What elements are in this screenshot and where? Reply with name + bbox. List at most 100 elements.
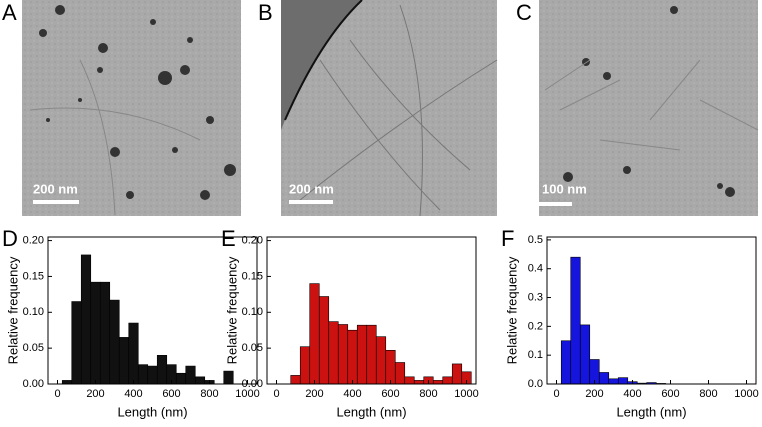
x-axis-label: Length (nm) <box>117 404 187 419</box>
bar <box>608 378 619 385</box>
fibrils <box>544 59 759 151</box>
bar <box>109 299 120 385</box>
y-tick-label: 0.20 <box>23 234 44 246</box>
y-tick-label: 0.15 <box>23 270 44 282</box>
bar <box>442 376 453 385</box>
scale-label: 100 nm <box>542 181 587 196</box>
y-tick-label: 0.3 <box>528 291 543 303</box>
x-tick-label: 800 <box>419 388 437 400</box>
x-tick-label: 800 <box>200 388 218 400</box>
bar <box>175 372 187 385</box>
scale-bar <box>33 200 79 204</box>
bar <box>128 322 139 385</box>
bar <box>99 281 111 385</box>
panel-label: C <box>516 0 532 25</box>
bar <box>147 365 158 385</box>
bar <box>432 380 444 385</box>
y-tick-label: 0.0 <box>528 378 543 390</box>
bar <box>560 340 572 385</box>
x-tick-label: 1000 <box>235 388 259 400</box>
x-tick-label: 1000 <box>454 388 478 400</box>
bar <box>413 380 425 385</box>
bar <box>71 301 82 385</box>
y-tick-label: 0.4 <box>528 263 543 275</box>
x-axis-label: Length (nm) <box>336 404 406 419</box>
y-tick-label: 0.20 <box>242 234 263 246</box>
carbon-edge <box>281 0 362 130</box>
y-tick-label: 0.5 <box>528 234 543 246</box>
y-tick-label: 0.10 <box>23 306 44 318</box>
x-tick-label: 400 <box>124 388 142 400</box>
bar <box>137 364 149 385</box>
y-axis-label: Relative frequency <box>5 256 20 364</box>
x-tick-label: 400 <box>623 388 641 400</box>
bar <box>451 363 463 385</box>
bar <box>318 296 330 385</box>
bar <box>337 324 349 385</box>
y-axis-label: Relative frequency <box>504 256 519 364</box>
bar <box>61 380 73 385</box>
bar <box>570 256 581 385</box>
bar <box>118 337 130 385</box>
scale-label: 200 nm <box>33 181 78 196</box>
particles <box>563 6 735 197</box>
x-tick-label: 200 <box>585 388 603 400</box>
scale-bar <box>289 200 333 204</box>
x-tick-label: 600 <box>661 388 679 400</box>
x-tick-label: 600 <box>162 388 180 400</box>
x-tick-label: 600 <box>381 388 399 400</box>
bar <box>185 365 196 385</box>
bar <box>385 349 396 385</box>
y-tick-label: 0.05 <box>242 342 263 354</box>
x-tick-label: 0 <box>273 388 279 400</box>
micrograph: 200 nm <box>22 0 241 216</box>
bar <box>80 254 92 385</box>
bar <box>299 346 311 385</box>
y-tick-label: 0.15 <box>242 270 263 282</box>
bar <box>617 377 629 385</box>
bar <box>156 355 168 385</box>
panel-label: A <box>2 0 17 25</box>
bar <box>290 375 301 385</box>
bar <box>90 281 101 385</box>
bar <box>366 324 377 385</box>
y-axis-label: Relative frequency <box>224 256 239 364</box>
panel-label: B <box>258 0 273 25</box>
bar <box>347 329 358 385</box>
x-tick-label: 200 <box>305 388 323 400</box>
bar <box>579 324 591 385</box>
image-c <box>539 0 758 216</box>
bar <box>223 370 234 385</box>
scale-label: 200 nm <box>289 181 334 196</box>
bar <box>404 376 415 385</box>
fibrils <box>29 59 201 216</box>
fibrils <box>299 4 498 217</box>
panel-label: E <box>221 226 236 251</box>
bar <box>394 362 406 385</box>
x-tick-label: 1000 <box>734 388 758 400</box>
x-tick-label: 0 <box>54 388 60 400</box>
bar <box>194 376 206 385</box>
y-tick-label: 0.00 <box>242 378 263 390</box>
x-tick-label: 800 <box>699 388 717 400</box>
bar <box>356 324 368 385</box>
axes-frame <box>266 236 477 385</box>
axes-frame <box>546 236 757 385</box>
bar <box>309 283 320 385</box>
bar <box>598 372 610 385</box>
bar <box>375 336 387 385</box>
particles <box>39 5 236 200</box>
axes-frame <box>47 236 258 385</box>
x-axis-label: Length (nm) <box>616 404 686 419</box>
micrograph: 100 nm <box>539 0 759 216</box>
bar <box>328 321 339 385</box>
y-tick-label: 0.10 <box>242 306 263 318</box>
y-tick-label: 0.05 <box>23 342 44 354</box>
y-tick-label: 0.2 <box>528 320 543 332</box>
panel-label: D <box>2 226 18 251</box>
panel-label: F <box>501 226 514 251</box>
y-tick-label: 0.00 <box>23 378 44 390</box>
y-tick-label: 0.1 <box>528 349 543 361</box>
